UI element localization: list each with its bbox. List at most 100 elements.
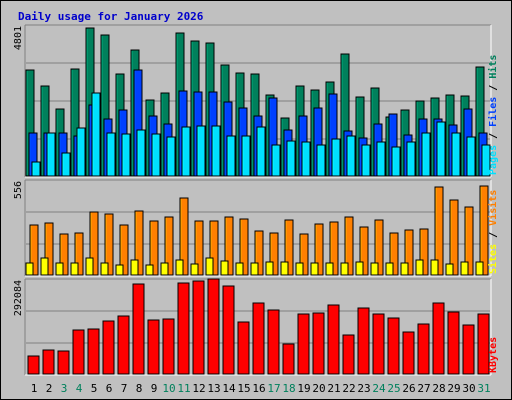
pages-bar [106,132,116,177]
hits-axis-max-label: 4801 [13,26,24,50]
day-label: 9 [151,382,158,395]
sites-bar [25,262,34,276]
kbytes-bar [432,302,445,375]
pages-bar [286,140,296,177]
kbytes-bar [207,278,220,375]
sites-bar [325,262,334,276]
pages-bar [376,141,386,177]
pages-bar [46,132,56,177]
day-label: 30 [462,382,475,395]
pages-bar [361,144,371,177]
visits-bar [209,220,219,276]
day-label: 10 [162,382,175,395]
kbytes-bar [177,282,190,375]
day-label: 14 [222,382,236,395]
kbytes-bar [372,313,385,375]
day-label: 5 [91,382,98,395]
kbytes-bar [297,313,310,375]
pages-bar [181,126,191,177]
sites-bar [475,261,484,276]
legend-files: Files [487,97,499,127]
legend-pages: Pages [488,145,499,175]
day-label: 25 [387,382,400,395]
day-label: 19 [297,382,310,395]
kbytes-bar [252,302,265,375]
kbytes-bar [102,320,115,375]
visits-bar [314,223,324,276]
kbytes-bar [282,343,295,375]
day-label: 4 [76,382,83,395]
kbytes-bar [162,318,175,375]
pages-bar [301,141,311,177]
visits-bar [104,213,114,276]
visits-bar [344,216,354,276]
pages-bar [451,132,461,177]
kbytes-bar [357,307,370,375]
pages-bar [241,135,251,177]
pages-bar [196,125,206,177]
kbytes-bar [87,328,100,375]
visits-bar [134,210,144,276]
sites-bar [400,262,409,276]
visits-bar [359,226,369,276]
kbytes-axis-max-label: 292084 [13,280,24,316]
sites-bar [55,262,64,276]
pages-bar [346,135,356,177]
pages-bar [211,125,221,177]
day-label: 3 [61,382,68,395]
sites-bar [340,262,349,276]
kbytes-bar [402,331,415,375]
day-label: 8 [136,382,143,395]
chart-title: Daily usage for January 2026 [18,10,204,23]
kbytes-bar [387,317,400,375]
visits-bar [479,185,489,276]
visits-bar [164,216,174,276]
day-label: 29 [447,382,460,395]
day-label: 21 [327,382,340,395]
kbytes-bar [147,319,160,375]
day-label: 31 [477,382,490,395]
day-label: 16 [252,382,265,395]
sites-bar [385,262,394,276]
pages-bar [421,132,431,177]
visits-bar [239,218,249,276]
legend-separator: / [488,226,499,244]
visits-bar [374,219,384,276]
day-label: 20 [312,382,325,395]
kbytes-bar [132,283,145,375]
day-label: 22 [342,382,355,395]
visits-bar [299,233,309,276]
visits-bar [29,224,39,276]
sites-bar [370,262,379,276]
visits-sites-legend: Sites / Visits [487,190,499,274]
sites-bar [40,257,49,276]
sites-bar [250,262,259,276]
legend-sites: Sites [487,244,499,274]
pages-bar [31,161,41,177]
day-label: 24 [372,382,386,395]
sites-bar [430,259,439,276]
visits-bar [404,229,414,276]
sites-bar [220,260,229,276]
sites-bar [205,257,214,276]
visits-bar [284,219,294,276]
sites-bar [85,257,94,276]
chart-legends: Pages / Files / Hits Sites / Visits KBytes [487,55,499,373]
sites-bar [130,259,139,276]
pages-bar [331,138,341,177]
visits-bar [224,216,234,276]
pages-bar [91,92,101,177]
sites-bar [160,262,169,276]
kbytes-bar [477,313,490,375]
sites-bar [115,264,124,276]
x-axis-day-labels: 1 2 3 4 5 6 7 8 9 10 11 12 13 14 15 16 17 18 19 20 21 22 23 24 2… [31,382,491,395]
sites-bar [145,264,154,276]
day-label: 11 [177,382,190,395]
pages-bar [256,126,266,177]
day-label: 28 [432,382,445,395]
legend-separator: / [488,127,499,145]
day-label: 6 [106,382,113,395]
sites-bar [355,261,364,276]
axis-max-labels: 4801 556 292084 [13,26,24,316]
sites-bar [70,262,79,276]
